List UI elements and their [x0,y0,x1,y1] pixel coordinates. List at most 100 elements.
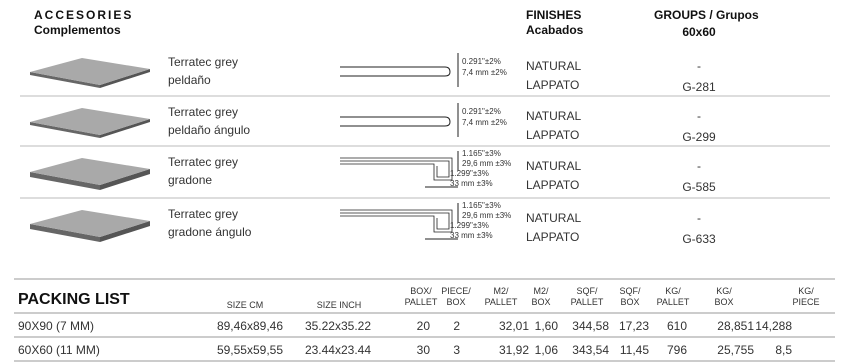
table-cell: 25,755 [717,343,754,357]
table-cell: 796 [666,343,687,357]
table-cell: 17,23 [618,319,649,333]
tile-side [100,221,150,242]
table-cell: 11,45 [619,343,649,357]
dimension-label: 0.291"±2% [462,107,501,116]
tile-side [30,224,100,242]
column-header: KG/ [798,286,814,296]
tile-side [30,72,100,88]
dimension-label: 33 mm ±3% [450,179,493,188]
product-name: gradone ángulo [168,225,252,239]
product-name: peldaño [168,73,211,87]
column-header: PALLET [484,297,518,307]
table-cell: 35.22x35.22 [304,319,371,333]
column-header: PIECE/ [441,286,471,296]
group-code: - [697,211,701,225]
section-title: ACCESORIES [34,8,134,22]
table-cell: 1,06 [534,343,558,357]
group-code: - [697,59,701,73]
section-subtitle: Complementos [34,23,121,37]
tile-top [30,158,150,185]
tile-side [30,172,100,190]
column-header: PIECE [792,297,820,307]
finish-name: NATURAL [526,59,582,73]
column-header: PALLET [404,297,438,307]
group-code: - [697,109,701,123]
column-header: BOX [531,297,551,307]
table-cell: 3 [453,343,460,357]
tile-side [100,119,150,138]
finish-name: NATURAL [526,211,582,225]
dimension-label: 1.299"±3% [450,169,489,178]
column-subtitle: 60x60 [682,25,716,39]
dimension-label: 29,6 mm ±3% [462,159,512,168]
product-name: gradone [168,173,213,187]
column-header: SQF/ [619,286,641,296]
dimension-label: 1.299"±3% [450,221,489,230]
column-header: SIZE CM [226,300,264,310]
group-code: G-585 [682,180,716,194]
finish-name: NATURAL [526,109,582,123]
tile-top [30,210,150,237]
dimension-label: 33 mm ±3% [450,231,493,240]
column-subtitle: Acabados [526,23,584,37]
table-cell: 343,54 [572,343,609,357]
column-header: SIZE INCH [316,300,362,310]
row-label: 60X60 (11 MM) [18,343,100,357]
tile-top [30,58,150,85]
row-label: 90X90 (7 MM) [18,319,95,333]
tile-top [30,108,150,135]
table-cell: 8,5 [775,343,792,357]
product-name: peldaño ángulo [168,123,251,137]
dimension-label: 7,4 mm ±2% [462,68,507,77]
column-header: M2/ [493,286,509,296]
table-title: PACKING LIST [18,291,130,308]
table-cell: 344,58 [572,319,609,333]
product-name: Terratec grey [168,55,239,69]
column-header: PALLET [570,297,604,307]
profile [340,209,453,233]
tile-side [100,169,150,190]
table-cell: 31,92 [498,343,529,357]
column-header: KG/ [716,286,732,296]
group-code: - [697,159,701,173]
table-cell: 23.44x23.44 [304,343,371,357]
table-cell: 32,01 [498,319,529,333]
column-header: KG/ [665,286,681,296]
dimension-label: 1.165"±3% [462,149,501,158]
table-cell: 20 [416,319,430,333]
column-header: M2/ [533,286,549,296]
column-title: GROUPS / Grupos [654,8,759,22]
dimension-label: 1.165"±3% [462,201,501,210]
tile-side [30,122,100,138]
table-cell: 14,288 [755,319,792,333]
profile [340,116,451,127]
profile [340,66,451,77]
profile [340,157,453,181]
finish-name: LAPPATO [526,78,580,92]
product-name: Terratec grey [168,207,239,221]
table-cell: 28,851 [717,319,754,333]
column-header: BOX/ [410,286,432,296]
table-cell: 30 [416,343,430,357]
column-header: PALLET [656,297,690,307]
column-header: BOX [620,297,640,307]
table-cell: 89,46x89,46 [216,319,283,333]
finish-name: NATURAL [526,159,582,173]
dimension-label: 29,6 mm ±3% [462,211,512,220]
group-code: G-633 [682,232,716,246]
dimension-label: 0.291"±2% [462,57,501,66]
table-cell: 1,60 [534,319,558,333]
table-cell: 59,55x59,55 [216,343,283,357]
product-name: Terratec grey [168,105,239,119]
group-code: G-281 [682,80,716,94]
table-cell: 610 [666,319,687,333]
column-header: BOX [446,297,466,307]
product-name: Terratec grey [168,155,239,169]
finish-name: LAPPATO [526,230,580,244]
column-title: FINISHES [526,8,582,22]
group-code: G-299 [682,130,716,144]
dimension-label: 7,4 mm ±2% [462,118,507,127]
column-header: SQF/ [576,286,598,296]
tile-side [100,69,150,88]
